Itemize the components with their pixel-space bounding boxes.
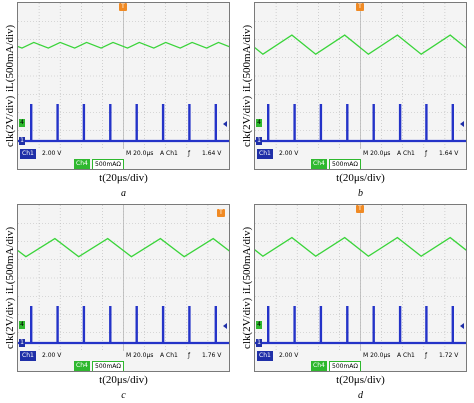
ylabel-clock: clk(2V/div) bbox=[241, 297, 253, 349]
trigger-level: 1.64 V bbox=[202, 150, 222, 157]
waveform-plot bbox=[18, 205, 229, 351]
waveform-plot bbox=[255, 3, 466, 149]
scope-panel-a: iL(500mA/div) clk(2V/div) T 4 1 Ch1 2.00… bbox=[0, 0, 237, 201]
ch1-ground-marker: 1 bbox=[256, 339, 262, 347]
timebase: M 20.0μs bbox=[363, 150, 391, 157]
status-bar: Ch1 2.00 V M 20.0μs A Ch1 ƒ 1.64 V Ch4 5… bbox=[18, 149, 229, 169]
scope-screen: T 4 1 Ch1 2.00 V M 20.0μs A Ch1 ƒ 1.64 V… bbox=[17, 2, 230, 170]
ch4-ground-marker: 4 bbox=[256, 119, 262, 127]
ch1-scale: 2.00 V bbox=[279, 150, 299, 157]
ylabel-clock: clk(2V/div) bbox=[4, 95, 16, 147]
status-bar: Ch1 2.00 V M 20.0μs A Ch1 ƒ 1.76 V Ch4 5… bbox=[18, 351, 229, 371]
trigger-level-arrow bbox=[223, 323, 227, 329]
trigger-source: A Ch1 bbox=[160, 150, 178, 157]
ch4-ground-marker: 4 bbox=[19, 119, 25, 127]
waveform-plot bbox=[255, 205, 466, 351]
ch1-scale: 2.00 V bbox=[279, 352, 299, 359]
inductor-current-trace bbox=[18, 237, 229, 258]
trigger-position-marker: T bbox=[356, 3, 364, 11]
trigger-level-arrow bbox=[460, 323, 464, 329]
trigger-level: 1.72 V bbox=[439, 352, 459, 359]
ch4-ground-marker: 4 bbox=[256, 321, 262, 329]
scope-screen: T 4 1 Ch1 2.00 V M 20.0μs A Ch1 ƒ 1.64 V… bbox=[254, 2, 467, 170]
trigger-position-marker: T bbox=[217, 209, 225, 217]
trigger-level-arrow bbox=[223, 121, 227, 127]
ylabel-clock: clk(2V/div) bbox=[4, 297, 16, 349]
ylabel-current: iL(500mA/div) bbox=[241, 226, 253, 294]
trigger-position-marker: T bbox=[119, 3, 127, 11]
panel-caption: b bbox=[358, 188, 363, 199]
ylabel-current: iL(500mA/div) bbox=[241, 24, 253, 92]
panel-caption: a bbox=[121, 188, 126, 199]
timebase: M 20.0μs bbox=[363, 352, 391, 359]
x-axis-label: t(20μs/div) bbox=[99, 172, 148, 184]
ch4-scale: 500mAΩ bbox=[329, 159, 361, 169]
waveform-plot bbox=[18, 3, 229, 149]
x-axis-label: t(20μs/div) bbox=[336, 172, 385, 184]
ch4-ground-marker: 4 bbox=[19, 321, 25, 329]
scope-panel-d: iL(500mA/div) clk(2V/div) T 4 1 Ch1 2.00… bbox=[237, 202, 474, 403]
ch1-ground-marker: 1 bbox=[19, 137, 25, 145]
scope-panel-c: iL(500mA/div) clk(2V/div) T 4 1 Ch1 2.00… bbox=[0, 202, 237, 403]
ylabel-current: iL(500mA/div) bbox=[4, 226, 16, 294]
ch4-scale: 500mAΩ bbox=[92, 159, 124, 169]
status-bar: Ch1 2.00 V M 20.0μs A Ch1 ƒ 1.64 V Ch4 5… bbox=[255, 149, 466, 169]
ch4-scale: 500mAΩ bbox=[92, 361, 124, 371]
scope-screen: T 4 1 Ch1 2.00 V M 20.0μs A Ch1 ƒ 1.72 V… bbox=[254, 204, 467, 372]
trigger-level: 1.76 V bbox=[202, 352, 222, 359]
x-axis-label: t(20μs/div) bbox=[336, 374, 385, 386]
ch1-scale: 2.00 V bbox=[42, 150, 62, 157]
ylabel-current: iL(500mA/div) bbox=[4, 24, 16, 92]
ylabel-clock: clk(2V/div) bbox=[241, 95, 253, 147]
panel-caption: d bbox=[358, 390, 363, 401]
trigger-source: A Ch1 bbox=[160, 352, 178, 359]
inductor-current-trace bbox=[255, 34, 466, 56]
trigger-source: A Ch1 bbox=[397, 352, 415, 359]
ch1-ground-marker: 1 bbox=[19, 339, 25, 347]
inductor-current-trace bbox=[18, 41, 229, 49]
inductor-current-trace bbox=[255, 236, 466, 257]
status-bar: Ch1 2.00 V M 20.0μs A Ch1 ƒ 1.72 V Ch4 5… bbox=[255, 351, 466, 371]
ch1-scale: 2.00 V bbox=[42, 352, 62, 359]
scope-panel-b: iL(500mA/div) clk(2V/div) T 4 1 Ch1 2.00… bbox=[237, 0, 474, 201]
trigger-source: A Ch1 bbox=[397, 150, 415, 157]
scope-screen: T 4 1 Ch1 2.00 V M 20.0μs A Ch1 ƒ 1.76 V… bbox=[17, 204, 230, 372]
trigger-position-marker: T bbox=[356, 205, 364, 213]
panel-caption: c bbox=[121, 390, 126, 401]
trigger-level-arrow bbox=[460, 121, 464, 127]
trigger-level: 1.64 V bbox=[439, 150, 459, 157]
x-axis-label: t(20μs/div) bbox=[99, 374, 148, 386]
ch4-scale: 500mAΩ bbox=[329, 361, 361, 371]
timebase: M 20.0μs bbox=[126, 352, 154, 359]
ch1-ground-marker: 1 bbox=[256, 137, 262, 145]
timebase: M 20.0μs bbox=[126, 150, 154, 157]
